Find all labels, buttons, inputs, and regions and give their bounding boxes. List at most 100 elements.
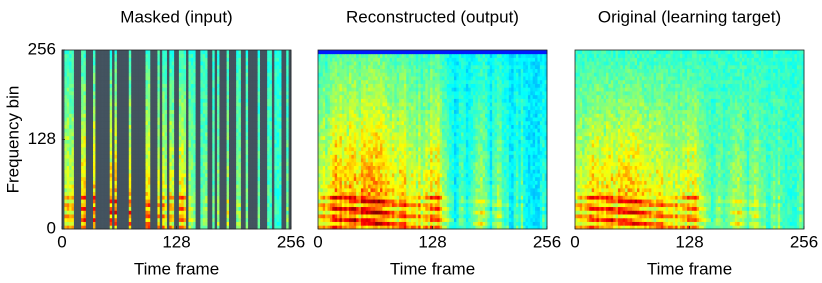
spectrogram-cell bbox=[212, 222, 215, 226]
spectrogram-cell bbox=[79, 181, 82, 185]
spectrogram-cell bbox=[208, 222, 211, 226]
spectrogram-cell bbox=[243, 98, 246, 102]
spectrogram-cell bbox=[351, 218, 354, 222]
spectrogram-cell bbox=[250, 121, 253, 125]
spectrogram-cell bbox=[86, 61, 89, 65]
spectrogram-cell bbox=[286, 50, 289, 54]
spectrogram-cell bbox=[131, 84, 134, 88]
spectrogram-cell bbox=[224, 76, 227, 80]
spectrogram-cell bbox=[262, 113, 265, 117]
spectrogram-cell bbox=[231, 158, 234, 162]
spectrogram-cell bbox=[160, 121, 163, 125]
spectrogram-cell bbox=[81, 61, 84, 65]
spectrogram-cell bbox=[103, 162, 106, 166]
spectrogram-cell bbox=[196, 218, 199, 222]
spectrogram-cell bbox=[150, 214, 153, 218]
spectrogram-cell bbox=[105, 50, 108, 54]
spectrogram-cell bbox=[224, 65, 227, 69]
spectrogram-cell bbox=[200, 188, 203, 192]
spectrogram-cell bbox=[205, 169, 208, 173]
spectrogram-cell bbox=[243, 76, 246, 80]
spectrogram-cell bbox=[169, 188, 172, 192]
spectrogram-cell bbox=[155, 177, 158, 181]
spectrogram-cell bbox=[145, 166, 148, 170]
spectrogram-cell bbox=[241, 151, 244, 155]
spectrogram-cell bbox=[165, 158, 168, 162]
spectrogram-cell bbox=[74, 203, 77, 207]
spectrogram-cell bbox=[88, 69, 91, 73]
spectrogram-cell bbox=[134, 110, 137, 114]
spectrogram-cell bbox=[186, 61, 189, 65]
spectrogram-cell bbox=[86, 72, 89, 76]
spectrogram-cell bbox=[153, 192, 156, 196]
spectrogram-cell bbox=[169, 54, 172, 58]
spectrogram-cell bbox=[262, 214, 265, 218]
spectrogram-cell bbox=[95, 203, 98, 207]
spectrogram-cell bbox=[119, 173, 122, 177]
spectrogram-cell bbox=[131, 218, 134, 222]
spectrogram-cell bbox=[270, 192, 273, 196]
spectrogram-cell bbox=[62, 80, 65, 84]
spectrogram-cell bbox=[81, 177, 84, 181]
spectrogram-cell bbox=[262, 98, 265, 102]
spectrogram-cell bbox=[224, 106, 227, 110]
spectrogram-cell bbox=[107, 188, 110, 192]
spectrogram-cell bbox=[397, 222, 400, 226]
spectrogram-cell bbox=[122, 199, 125, 203]
spectrogram-cell bbox=[272, 87, 275, 91]
spectrogram-cell bbox=[219, 195, 222, 199]
spectrogram-cell bbox=[227, 80, 230, 84]
spectrogram-cell bbox=[253, 65, 256, 69]
spectrogram-cell bbox=[262, 210, 265, 214]
spectrogram-cell bbox=[492, 214, 495, 218]
spectrogram-cell bbox=[188, 154, 191, 158]
spectrogram-cell bbox=[148, 222, 151, 226]
spectrogram-cell bbox=[122, 188, 125, 192]
spectrogram-cell bbox=[145, 181, 148, 185]
spectrogram-cell bbox=[277, 50, 280, 54]
spectrogram-cell bbox=[95, 54, 98, 58]
spectrogram-cell bbox=[236, 80, 239, 84]
spectrogram-cell bbox=[239, 110, 242, 114]
spectrogram-cell bbox=[444, 222, 447, 226]
spectrogram-cell bbox=[160, 188, 163, 192]
spectrogram-cell bbox=[134, 222, 137, 226]
spectrogram-cell bbox=[67, 57, 70, 61]
spectrogram-cell bbox=[191, 203, 194, 207]
spectrogram-cell bbox=[260, 222, 263, 226]
spectrogram-cell bbox=[162, 162, 165, 166]
spectrogram-cell bbox=[122, 98, 125, 102]
spectrogram-cell bbox=[69, 181, 72, 185]
spectrogram-cell bbox=[136, 154, 139, 158]
spectrogram-cell bbox=[126, 158, 129, 162]
spectrogram-cell bbox=[281, 158, 284, 162]
spectrogram-cell bbox=[284, 184, 287, 188]
spectrogram-cell bbox=[200, 143, 203, 147]
spectrogram-cell bbox=[114, 57, 117, 61]
spectrogram-cell bbox=[215, 181, 218, 185]
spectrogram-cell bbox=[186, 91, 189, 95]
spectrogram-cell bbox=[88, 95, 91, 99]
spectrogram-cell bbox=[81, 166, 84, 170]
spectrogram-cell bbox=[234, 140, 237, 144]
spectrogram-cell bbox=[103, 69, 106, 73]
spectrogram-cell bbox=[241, 117, 244, 121]
spectrogram-cell bbox=[262, 132, 265, 136]
spectrogram-cell bbox=[186, 136, 189, 140]
spectrogram-cell bbox=[188, 195, 191, 199]
spectrogram-cell bbox=[248, 181, 251, 185]
spectrogram-cell bbox=[212, 192, 215, 196]
spectrogram-cell bbox=[181, 113, 184, 117]
spectrogram-cell bbox=[179, 199, 182, 203]
spectrogram-cell bbox=[241, 69, 244, 73]
spectrogram-cell bbox=[88, 151, 91, 155]
spectrogram-cell bbox=[260, 173, 263, 177]
spectrogram-cell bbox=[107, 106, 110, 110]
spectrogram-cell bbox=[67, 181, 70, 185]
spectrogram-cell bbox=[143, 177, 146, 181]
spectrogram-cell bbox=[212, 173, 215, 177]
spectrogram-cell bbox=[155, 192, 158, 196]
spectrogram-cell bbox=[86, 199, 89, 203]
spectrogram-cell bbox=[160, 181, 163, 185]
spectrogram-cell bbox=[145, 136, 148, 140]
